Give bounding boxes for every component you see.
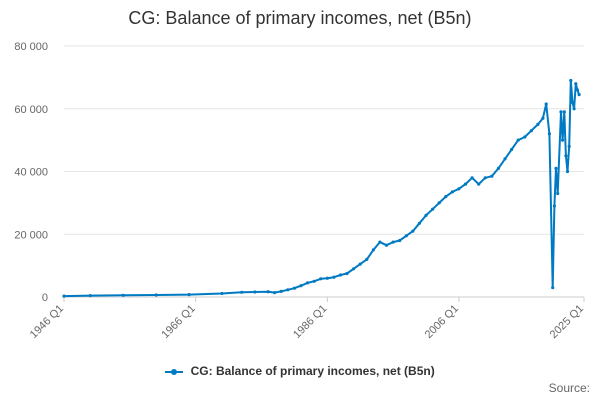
data-point (565, 169, 570, 174)
data-point (62, 294, 66, 298)
data-point (564, 154, 568, 158)
data-point (345, 271, 349, 276)
data-point (562, 110, 566, 114)
data-point (319, 277, 323, 281)
data-point (338, 273, 343, 277)
data-point (384, 243, 389, 247)
data-point (463, 182, 468, 186)
x-axis: 1946 Q1 1966 Q1 1986 Q1 2006 Q1 2025 Q1 (28, 297, 586, 341)
data-point (483, 176, 487, 180)
data-point (273, 291, 277, 295)
legend[interactable]: CG: Balance of primary incomes, net (B5n… (0, 364, 600, 378)
data-point (444, 195, 448, 199)
grid-lines (64, 45, 584, 298)
data-point (332, 275, 336, 279)
data-point (305, 281, 310, 285)
data-point (240, 290, 244, 294)
data-point (477, 182, 481, 186)
data-point (154, 293, 158, 297)
data-point (187, 293, 191, 297)
data-point (398, 238, 402, 243)
data-point (552, 204, 557, 208)
data-point (424, 213, 428, 217)
data-point (516, 138, 520, 142)
data-point (417, 221, 421, 225)
data-point (457, 187, 461, 191)
data-point (286, 288, 290, 292)
data-point (325, 276, 329, 280)
x-tick-label: 2025 Q1 (548, 303, 586, 341)
data-point (352, 267, 356, 271)
data-point (559, 110, 563, 114)
data-point (567, 144, 571, 148)
data-point (220, 291, 224, 296)
data-point (470, 176, 474, 180)
y-tick-label: 80 000 (14, 41, 48, 53)
y-tick-label: 0 (42, 292, 48, 304)
data-point (299, 284, 303, 288)
data-point (253, 290, 257, 294)
data-point (371, 248, 375, 252)
data-point (358, 262, 362, 266)
series-line (63, 79, 581, 298)
data-point (266, 290, 270, 294)
legend-label: CG: Balance of primary incomes, net (B5n… (190, 364, 435, 378)
data-point (312, 279, 316, 283)
data-point (544, 102, 548, 106)
data-point (569, 78, 573, 83)
series-group (62, 78, 581, 298)
data-point (292, 286, 296, 290)
data-point (577, 93, 581, 97)
y-tick-label: 40 000 (14, 167, 48, 179)
data-point (547, 132, 552, 136)
data-point (378, 240, 382, 244)
data-point (556, 191, 560, 196)
data-point (536, 122, 540, 126)
x-tick-label: 2006 Q1 (423, 303, 461, 341)
y-tick-label: 60 000 (14, 104, 48, 116)
data-point (561, 138, 565, 142)
data-point (431, 207, 435, 211)
y-tick-label: 20 000 (14, 229, 48, 241)
data-point (570, 100, 575, 105)
x-tick-label: 1966 Q1 (159, 303, 197, 341)
data-point (404, 234, 408, 238)
y-axis: 0 20 000 40 000 60 000 80 000 (14, 41, 48, 304)
data-point (121, 293, 125, 297)
legend-swatch (165, 368, 184, 375)
data-point (510, 147, 514, 152)
data-point (88, 294, 92, 298)
data-point (554, 166, 558, 170)
data-point (490, 174, 494, 178)
data-point (574, 82, 578, 86)
chart-title: CG: Balance of primary incomes, net (B5n… (128, 8, 472, 28)
data-point (391, 240, 395, 244)
data-point (496, 166, 500, 170)
data-point (575, 88, 580, 92)
source-label: Source: (548, 381, 590, 395)
x-tick-label: 1946 Q1 (28, 303, 66, 341)
data-point (529, 129, 533, 133)
data-point (411, 229, 415, 233)
data-point (541, 116, 545, 120)
data-point (450, 190, 454, 194)
data-point (523, 135, 527, 139)
data-point (551, 286, 555, 290)
data-point (279, 289, 283, 293)
data-point (503, 157, 507, 161)
data-point (437, 201, 441, 205)
x-tick-label: 1986 Q1 (291, 303, 329, 341)
data-point (572, 107, 576, 111)
data-point (365, 257, 369, 261)
